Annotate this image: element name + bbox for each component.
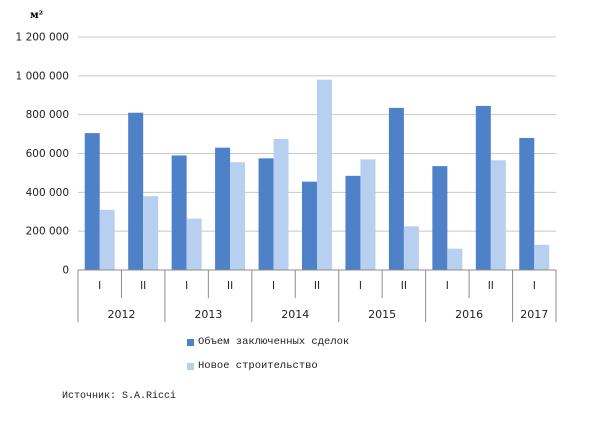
bars [84, 79, 550, 270]
bar-series-1 [302, 181, 317, 270]
source-note: Источник: S.A.Ricci [62, 391, 177, 402]
bar-series-2 [143, 196, 159, 270]
bar-series-2 [317, 79, 332, 270]
y-tick-label: 1 000 000 [16, 70, 69, 82]
bar-series-2 [230, 162, 246, 270]
legend-swatch-series-1 [187, 338, 194, 346]
y-tick-label: 800 000 [26, 109, 69, 121]
bar-series-2 [360, 159, 376, 270]
bar-series-1 [432, 166, 448, 270]
x-group-label: 2017 [520, 308, 548, 321]
x-tick-label: II [401, 280, 407, 292]
y-tick-label: 0 [62, 265, 69, 277]
legend-label-series-2: Новое строительство [198, 360, 318, 372]
x-tick-label: I [185, 280, 188, 292]
x-tick-label: I [533, 280, 536, 292]
x-tick-label: II [488, 280, 494, 292]
x-tick-label: II [140, 280, 146, 292]
x-tick-label: I [446, 280, 449, 292]
y-tick-label: 200 000 [26, 226, 69, 238]
bar-series-2 [447, 248, 463, 270]
bar-series-1 [171, 155, 187, 270]
bar-series-1 [258, 158, 274, 270]
bar-series-2 [534, 244, 550, 270]
x-tick-label: II [227, 280, 233, 292]
x-tick-label: I [359, 280, 362, 292]
bar-series-1 [128, 112, 144, 270]
y-unit-label: м² [30, 10, 44, 21]
x-group-label: 2016 [455, 308, 483, 321]
bar-series-2 [99, 209, 115, 270]
bar-series-1 [388, 107, 404, 270]
x-tick-label: II [314, 280, 320, 292]
legend-swatch-series-2 [187, 362, 194, 370]
x-group-label: 2013 [194, 308, 222, 321]
bar-series-1 [215, 147, 231, 270]
x-group-label: 2012 [107, 308, 135, 321]
bar-series-1 [519, 137, 535, 270]
bar-series-2 [403, 226, 419, 270]
legend-item-series-2: Новое строительство [187, 360, 318, 372]
y-tick-label: 400 000 [26, 187, 69, 199]
legend-item-series-1: Объем заключенных сделок [187, 336, 349, 348]
legend-label-series-1: Объем заключенных сделок [198, 336, 350, 348]
x-group-label: 2015 [368, 308, 396, 321]
x-tick-label: I [98, 280, 101, 292]
bar-series-1 [84, 133, 100, 270]
bar-series-1 [475, 105, 491, 270]
x-tick-label: I [272, 280, 275, 292]
y-tick-label: 1 200 000 [16, 32, 69, 44]
bar-series-1 [345, 175, 361, 270]
bar-series-2 [490, 160, 506, 270]
y-tick-label: 600 000 [26, 148, 69, 160]
bar-series-2 [273, 138, 289, 270]
bar-series-2 [186, 218, 202, 270]
y-axis-ticks: 0 200 000 400 000 600 000 800 000 1 000 000 1 … [16, 32, 69, 277]
x-group-label: 2014 [281, 308, 309, 321]
